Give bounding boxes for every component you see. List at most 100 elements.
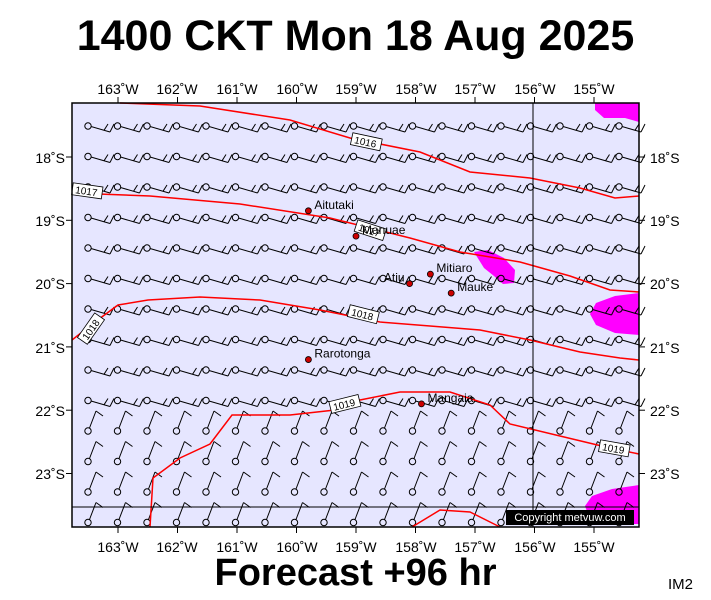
wind-barb	[113, 122, 144, 133]
wind-barb	[202, 213, 233, 224]
wind-barb	[320, 183, 351, 194]
wind-barb	[84, 396, 115, 407]
wind-barb	[556, 122, 587, 133]
isobar-1019	[149, 391, 640, 528]
wind-barb	[497, 471, 517, 496]
wind-barb	[585, 213, 616, 224]
wind-barb	[172, 396, 203, 407]
wind-barb	[202, 152, 233, 163]
place-marker	[406, 280, 413, 288]
wind-barb	[497, 213, 528, 224]
lon-label: 157˚W	[454, 81, 496, 97]
wind-barb	[320, 122, 351, 133]
wind-barb	[143, 305, 174, 316]
wind-barb	[172, 305, 203, 316]
place-rarotonga: Rarotonga	[304, 347, 371, 363]
wind-barb	[438, 183, 469, 194]
lon-label: 157˚W	[454, 539, 496, 555]
wind-barb	[143, 152, 174, 163]
place-label: Mauke	[457, 280, 493, 294]
wind-barb	[497, 366, 528, 377]
wind-barb	[172, 441, 192, 466]
wind-barb	[113, 152, 144, 163]
wind-barb	[231, 183, 262, 194]
lat-label: 19˚S	[650, 213, 680, 229]
wind-barb	[526, 274, 557, 285]
wind-barb	[84, 471, 104, 496]
wind-barb	[556, 335, 587, 346]
wind-barb	[497, 152, 528, 163]
wind-barb	[349, 274, 380, 285]
wind-barb	[261, 213, 292, 224]
lon-label: 159˚W	[335, 81, 377, 97]
wind-barb	[379, 183, 410, 194]
wind-barb	[84, 244, 115, 255]
wind-barb	[231, 122, 262, 133]
wind-barb	[467, 441, 487, 466]
wind-barb	[615, 410, 635, 435]
wind-barb	[438, 396, 469, 407]
wind-barb	[349, 410, 369, 435]
wind-barb	[585, 274, 616, 285]
wind-barb	[172, 183, 203, 194]
wind-barb	[526, 396, 557, 407]
lon-labels-top: 163˚W 162˚W 161˚W 160˚W 159˚W 158˚W 157˚…	[97, 81, 615, 97]
wind-barb	[408, 305, 439, 316]
wind-barb	[113, 396, 144, 407]
wind-barb	[497, 122, 528, 133]
wind-barb	[408, 244, 439, 255]
wind-barb	[202, 441, 222, 466]
wind-barb	[379, 366, 410, 377]
wind-barb	[438, 410, 458, 435]
wind-barb	[290, 471, 310, 496]
lon-label: 162˚W	[156, 539, 198, 555]
wind-barb	[231, 396, 262, 407]
lat-label: 22˚S	[650, 403, 680, 419]
isobar-1016	[119, 102, 640, 199]
lon-label: 156˚W	[514, 539, 556, 555]
place-manuae: Manuae	[352, 223, 406, 240]
wind-barb	[84, 152, 115, 163]
lat-label: 20˚S	[35, 276, 65, 292]
place-aitutaki: Aitutaki	[304, 198, 354, 215]
place-label: Mangaia	[427, 391, 473, 405]
wind-barb	[231, 335, 262, 346]
wind-barb	[467, 305, 498, 316]
lat-labels-left: 18˚S 19˚S 20˚S 21˚S 22˚S 23˚S	[35, 150, 65, 482]
wind-barb	[408, 122, 439, 133]
wind-barb	[84, 213, 115, 224]
isobar-labels: 1016 1017 1017 1018 1018 1019 1019	[71, 132, 631, 458]
wind-barb	[467, 122, 498, 133]
wind-barb	[556, 471, 576, 496]
wind-barb	[202, 335, 233, 346]
wind-barb	[467, 152, 498, 163]
wind-barb	[349, 366, 380, 377]
wind-barb	[615, 335, 646, 346]
copyright-box	[506, 510, 634, 525]
wind-barb	[202, 396, 233, 407]
wind-barb	[290, 183, 321, 194]
lat-label: 20˚S	[650, 276, 680, 292]
wind-barb	[379, 335, 410, 346]
wind-barb	[379, 441, 399, 466]
wind-barb	[526, 183, 557, 194]
wind-barb	[231, 305, 262, 316]
wind-barb	[438, 152, 469, 163]
wind-barb	[113, 183, 144, 194]
wind-barb	[143, 122, 174, 133]
wind-barb	[320, 244, 351, 255]
wind-barb	[379, 122, 410, 133]
wind-barb	[290, 441, 310, 466]
wind-barb	[585, 396, 616, 407]
wind-barb	[467, 410, 487, 435]
lon-label: 163˚W	[97, 81, 139, 97]
wind-barb	[615, 305, 646, 316]
wind-barb	[202, 366, 233, 377]
wind-barb	[172, 152, 203, 163]
lon-label: 161˚W	[216, 539, 258, 555]
lat-label: 21˚S	[35, 340, 65, 356]
place-marker	[426, 270, 434, 278]
wind-barb	[438, 274, 469, 285]
wind-barb	[438, 366, 469, 377]
wind-barb	[172, 213, 203, 224]
